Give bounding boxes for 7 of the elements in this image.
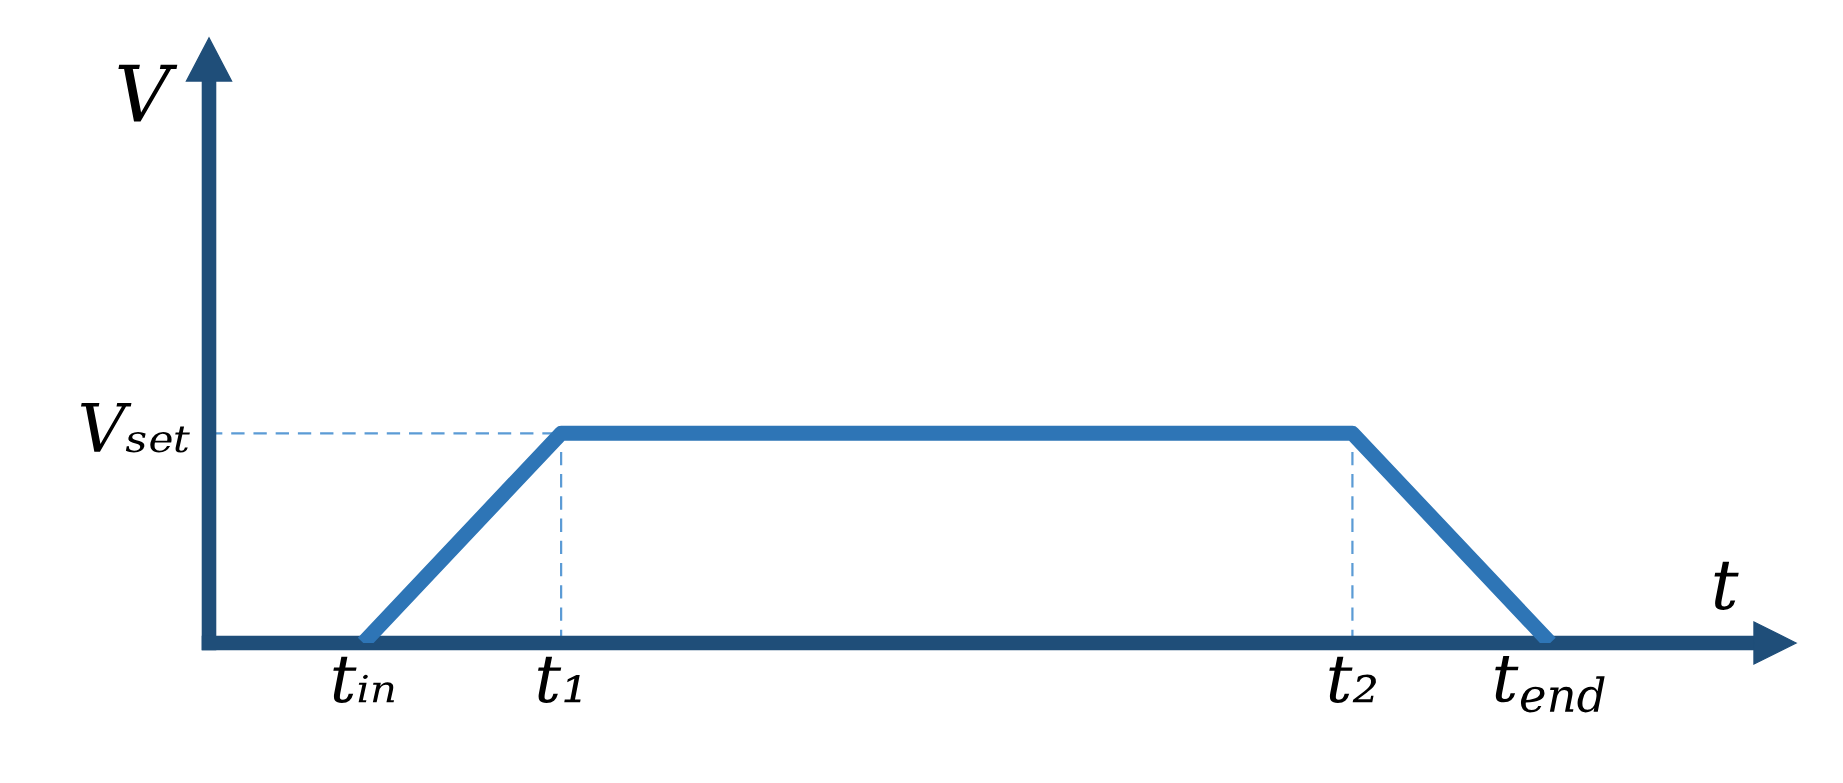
y-axis-title: V bbox=[118, 64, 178, 122]
x-axis-title: t bbox=[1714, 561, 1739, 610]
ref-line-label: Vₛₑₜ bbox=[80, 403, 190, 453]
x-tick-label: t₂ bbox=[1329, 656, 1377, 703]
x-tick-label: t$_{end}$ bbox=[1495, 655, 1605, 713]
x-tick-label: tᵢₙ bbox=[333, 656, 395, 703]
x-tick-label: t₁ bbox=[538, 656, 581, 703]
